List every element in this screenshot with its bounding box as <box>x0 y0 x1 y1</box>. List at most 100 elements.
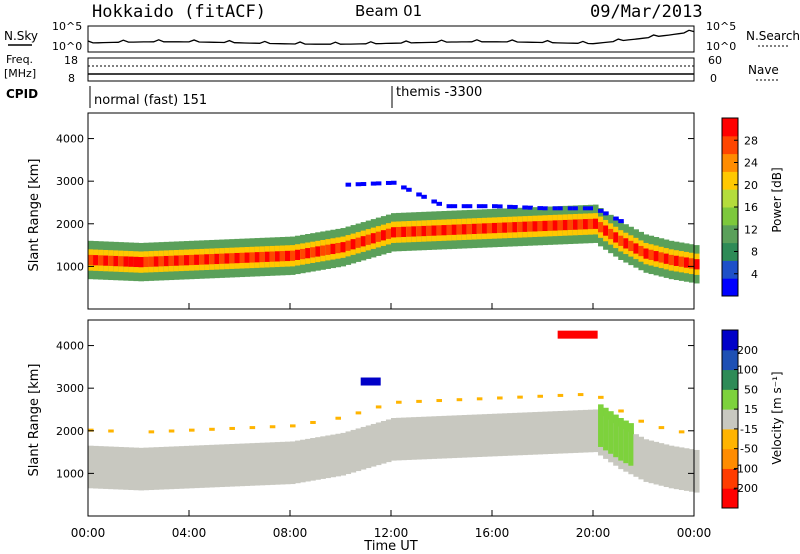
power-echo-core <box>673 255 680 266</box>
colorbar-swatch <box>722 409 738 430</box>
power-echo-core <box>138 257 145 268</box>
power-echo-core <box>153 256 160 267</box>
velocity-echo-band <box>315 437 321 480</box>
power-echo-core <box>375 231 382 242</box>
power-echo-core <box>572 219 579 230</box>
power-ylabel: Slant Range [km] <box>27 159 42 272</box>
velocity-echo-positive <box>613 414 619 458</box>
velocity-echo-band <box>562 410 569 454</box>
power-echo-core <box>658 252 665 263</box>
power-echo-core <box>183 255 190 266</box>
beam-title: Beam 01 <box>355 2 422 20</box>
velocity-echo-band <box>411 417 417 460</box>
velocity-echo-negative <box>598 395 604 399</box>
velocity-echo-band <box>98 446 104 489</box>
colorbar-swatch <box>722 349 738 371</box>
velocity-echo-band <box>138 447 145 491</box>
velocity-echo-negative <box>678 430 685 434</box>
colorbar-frame <box>721 329 739 509</box>
colorbar-tick-label: 24 <box>744 157 758 170</box>
power-echo-core <box>441 225 448 236</box>
velocity-echo-band <box>441 415 448 459</box>
velocity-echo-negative <box>269 425 276 429</box>
colorbar-swatch <box>722 330 738 351</box>
colorbar-swatch <box>722 448 738 469</box>
x-tick-label: 00:00 <box>677 526 712 540</box>
freq-label-1: Freq. <box>6 53 33 66</box>
velocity-echo-band <box>108 446 114 490</box>
y-tick-label: 2000 <box>56 218 84 231</box>
power-echo-core <box>694 259 700 270</box>
power-echo-core <box>189 254 195 266</box>
velocity-echo-band <box>385 419 392 463</box>
power-echo-core <box>345 240 352 251</box>
velocity-echo-negative <box>618 409 624 413</box>
power-echo-core <box>269 251 276 262</box>
power-echo-upper <box>537 206 543 211</box>
power-echo-core <box>340 242 347 253</box>
power-echo-upper <box>436 201 442 206</box>
power-echo-upper <box>466 204 473 209</box>
x-tick-label: 20:00 <box>576 526 611 540</box>
power-echo-core <box>128 256 134 267</box>
colorbar-swatch <box>722 224 738 244</box>
velocity-echo-negative <box>638 419 644 423</box>
velocity-echo-negative <box>396 400 402 404</box>
power-echo-core <box>688 258 695 269</box>
velocity-echo-band <box>143 447 150 491</box>
power-echo-core <box>239 252 246 263</box>
power-echo-upper <box>557 206 564 211</box>
cpid-mode-2: themis -3300 <box>396 85 482 100</box>
power-echo-core <box>522 221 528 232</box>
power-echo-core <box>431 225 437 236</box>
x-tick-label: 08:00 <box>273 526 308 540</box>
colorbar-swatch <box>722 189 738 208</box>
velocity-echo-negative <box>476 397 483 401</box>
freq-tick-top: 18 <box>64 54 78 67</box>
power-echo-upper <box>572 206 579 211</box>
velocity-echo-positive <box>628 423 634 466</box>
colorbar-tick-label: -100 <box>733 462 758 475</box>
power-echo-upper <box>431 199 437 204</box>
noise-tick-right-bottom: 10^0 <box>706 40 736 53</box>
velocity-echo-negative <box>577 393 584 397</box>
velocity-echo-band <box>340 432 347 476</box>
station-title: Hokkaido (fitACF) <box>92 2 266 22</box>
x-tick-label: 16:00 <box>475 526 510 540</box>
velocity-echo-band <box>492 413 498 457</box>
velocity-echo-band <box>365 425 372 469</box>
velocity-echo-negative <box>249 426 256 430</box>
power-echo-upper <box>567 206 574 211</box>
velocity-echo-band <box>214 444 220 488</box>
power-echo-upper <box>527 205 533 210</box>
colorbar-swatch <box>722 389 738 410</box>
velocity-echo-negative <box>456 398 463 402</box>
power-echo-core <box>98 255 104 266</box>
noise-tick-left-bottom: 10^0 <box>52 40 82 53</box>
velocity-echo-band <box>507 413 513 456</box>
velocity-echo-band <box>163 446 170 490</box>
velocity-echo-negative <box>436 399 442 403</box>
colorbar-tick-label: -50 <box>740 443 758 456</box>
power-echo-core <box>587 218 594 230</box>
velocity-echo-negative <box>310 420 316 424</box>
velocity-echo-band <box>658 443 665 486</box>
velocity-echo-band <box>234 443 240 487</box>
power-echo-upper <box>421 194 427 199</box>
power-echo-core <box>653 251 660 262</box>
y-tick-label: 2000 <box>56 425 84 438</box>
power-echo-core <box>93 255 99 266</box>
power-echo-core <box>259 251 266 263</box>
power-echo-core <box>355 237 362 248</box>
velocity-echo-negative <box>88 428 94 432</box>
power-echo-core <box>446 224 453 236</box>
colorbar-tick-label: 4 <box>751 268 758 281</box>
power-echo-core <box>436 225 442 236</box>
cpid-label: CPID <box>6 87 38 101</box>
power-echo-core <box>290 250 296 261</box>
velocity-echo-band <box>290 441 296 485</box>
power-echo-core <box>466 223 473 235</box>
power-echo-core <box>234 252 240 264</box>
power-echo-core <box>557 220 564 231</box>
velocity-echo-band <box>431 416 437 459</box>
